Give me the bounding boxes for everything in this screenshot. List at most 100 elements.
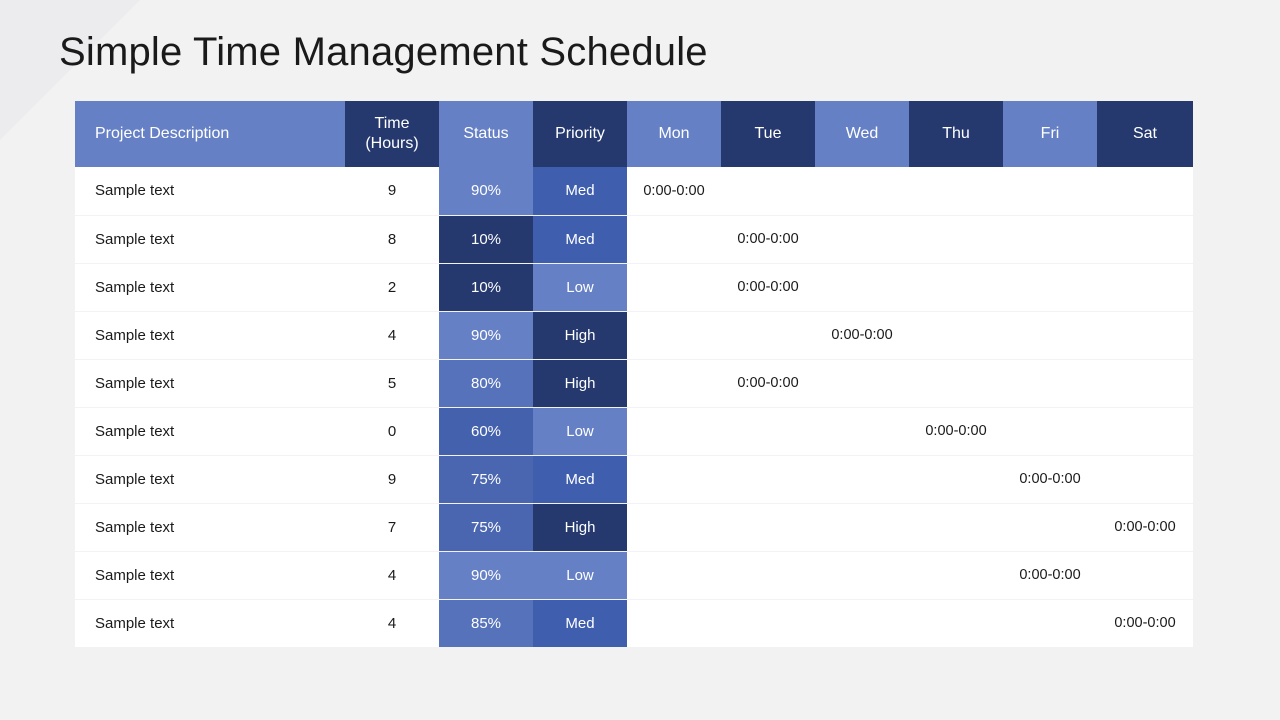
cell-Fri [1003,599,1097,647]
cell-time: 0 [345,407,439,455]
cell-time: 4 [345,311,439,359]
col-header-Wed: Wed [815,101,909,167]
cell-Thu [909,455,1003,503]
cell-Wed [815,407,909,455]
cell-Fri [1003,359,1097,407]
cell-time: 2 [345,263,439,311]
cell-Wed [815,455,909,503]
cell-Sat [1097,263,1193,311]
cell-Fri [1003,215,1097,263]
col-header-priority: Priority [533,101,627,167]
cell-priority: Med [533,215,627,263]
cell-desc: Sample text [75,599,345,647]
cell-Sat: 0:00-0:00 [1097,599,1193,647]
cell-time: 4 [345,599,439,647]
cell-Mon: 0:00-0:00 [627,167,721,215]
cell-priority: Low [533,407,627,455]
cell-desc: Sample text [75,167,345,215]
cell-Tue [721,503,815,551]
cell-Fri [1003,167,1097,215]
cell-priority: Med [533,167,627,215]
cell-status: 85% [439,599,533,647]
cell-status: 80% [439,359,533,407]
cell-Thu [909,551,1003,599]
cell-priority: Low [533,551,627,599]
cell-desc: Sample text [75,311,345,359]
cell-Wed [815,551,909,599]
cell-time: 7 [345,503,439,551]
cell-Tue [721,311,815,359]
cell-Mon [627,551,721,599]
cell-priority: Med [533,599,627,647]
cell-Fri: 0:00-0:00 [1003,455,1097,503]
cell-Wed [815,599,909,647]
cell-Thu [909,263,1003,311]
cell-Fri [1003,263,1097,311]
col-header-Sat: Sat [1097,101,1193,167]
cell-Tue [721,455,815,503]
cell-Tue [721,407,815,455]
cell-desc: Sample text [75,263,345,311]
cell-time: 8 [345,215,439,263]
cell-desc: Sample text [75,359,345,407]
cell-status: 75% [439,455,533,503]
cell-Wed [815,215,909,263]
cell-Tue [721,167,815,215]
cell-priority: Med [533,455,627,503]
slide: Simple Time Management Schedule Project … [0,0,1280,647]
cell-priority: High [533,311,627,359]
cell-status: 90% [439,551,533,599]
cell-Tue: 0:00-0:00 [721,263,815,311]
cell-Fri [1003,311,1097,359]
cell-time: 9 [345,167,439,215]
cell-Thu [909,359,1003,407]
cell-priority: High [533,359,627,407]
col-header-desc: Project Description [75,101,345,167]
cell-Wed [815,167,909,215]
cell-Mon [627,263,721,311]
cell-Sat [1097,215,1193,263]
table-row: Sample text490%Low0:00-0:00 [75,551,1193,599]
col-header-status: Status [439,101,533,167]
cell-Tue [721,599,815,647]
cell-status: 90% [439,167,533,215]
cell-time: 9 [345,455,439,503]
table-row: Sample text990%Med0:00-0:00 [75,167,1193,215]
cell-status: 10% [439,263,533,311]
table-row: Sample text060%Low0:00-0:00 [75,407,1193,455]
table-header-row: Project DescriptionTime(Hours)StatusPrio… [75,101,1193,167]
table-row: Sample text210%Low 0:00-0:00 [75,263,1193,311]
schedule-table-wrap: Project DescriptionTime(Hours)StatusPrio… [75,101,1193,647]
col-header-Tue: Tue [721,101,815,167]
cell-Mon [627,503,721,551]
cell-Fri: 0:00-0:00 [1003,551,1097,599]
cell-Thu [909,599,1003,647]
cell-Fri [1003,407,1097,455]
cell-Thu [909,503,1003,551]
cell-Sat [1097,407,1193,455]
cell-Sat [1097,551,1193,599]
cell-priority: Low [533,263,627,311]
cell-desc: Sample text [75,455,345,503]
cell-Sat [1097,359,1193,407]
table-row: Sample text580%High0:00-0:00 [75,359,1193,407]
col-header-Fri: Fri [1003,101,1097,167]
cell-Thu [909,215,1003,263]
cell-Wed: 0:00-0:00 [815,311,909,359]
cell-Wed [815,359,909,407]
cell-Fri [1003,503,1097,551]
cell-desc: Sample text [75,407,345,455]
table-row: Sample text775%High0:00-0:00 [75,503,1193,551]
cell-desc: Sample text [75,215,345,263]
cell-Mon [627,359,721,407]
cell-Thu [909,311,1003,359]
cell-Tue: 0:00-0:00 [721,359,815,407]
cell-Sat [1097,167,1193,215]
table-row: Sample text810%Med 0:00-0:00 [75,215,1193,263]
cell-Mon [627,407,721,455]
cell-Tue: 0:00-0:00 [721,215,815,263]
cell-priority: High [533,503,627,551]
cell-Tue [721,551,815,599]
cell-time: 4 [345,551,439,599]
cell-status: 10% [439,215,533,263]
